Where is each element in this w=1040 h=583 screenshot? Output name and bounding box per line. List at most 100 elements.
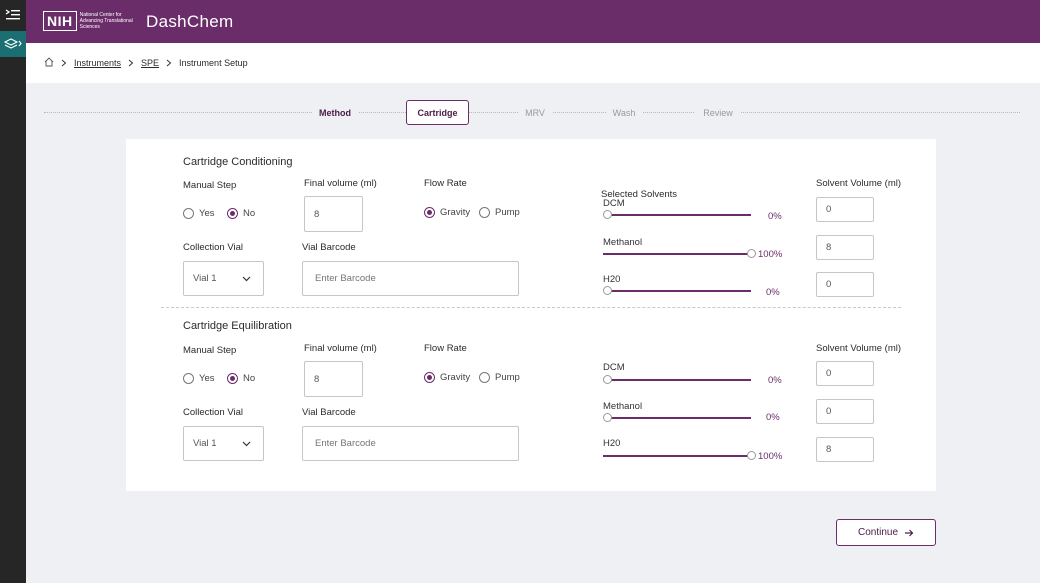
- top-bar: NIH National Center for Advancing Transl…: [26, 0, 1040, 43]
- breadcrumb-current: Instrument Setup: [179, 58, 248, 68]
- h20-volume-input[interactable]: [816, 437, 874, 462]
- final-volume-input[interactable]: [304, 361, 363, 397]
- app-title: DashChem: [146, 12, 234, 31]
- manual-step-yes-radio[interactable]: Yes: [183, 208, 215, 219]
- setup-stepper: Method Cartridge MRV Wash Review: [44, 100, 1020, 125]
- chevron-right-icon: [166, 59, 172, 67]
- breadcrumb: Instruments SPE Instrument Setup: [26, 43, 1040, 83]
- solvent-name: Methanol: [603, 401, 643, 412]
- solvent-name: H20: [603, 274, 621, 285]
- solvent-slider-track: [607, 214, 751, 216]
- manual-step-label: Manual Step: [183, 180, 237, 191]
- collection-vial-select[interactable]: Vial 1: [183, 426, 264, 461]
- breadcrumb-instruments-link[interactable]: Instruments: [74, 58, 122, 68]
- vial-barcode-input[interactable]: [302, 261, 519, 296]
- solvent-slider-track: [603, 455, 751, 457]
- radio-checked-icon: [424, 372, 435, 383]
- radio-checked-icon: [424, 207, 435, 218]
- solvent-slider-track: [607, 290, 751, 292]
- radio-label: Yes: [199, 208, 215, 219]
- dcm-slider-thumb[interactable]: [603, 375, 612, 384]
- section-divider: [161, 307, 901, 308]
- manual-step-no-radio[interactable]: No: [227, 373, 255, 384]
- solvent-slider-track: [603, 253, 751, 255]
- methanol-slider-thumb[interactable]: [603, 413, 612, 422]
- solvent-name: DCM: [603, 198, 625, 209]
- layers-icon: [4, 38, 22, 49]
- radio-label: Gravity: [440, 372, 471, 383]
- manual-step-no-radio[interactable]: No: [227, 208, 255, 219]
- chevron-down-icon: [242, 441, 251, 446]
- menu-toggle-button[interactable]: [0, 2, 26, 28]
- chevron-right-icon: [128, 59, 134, 67]
- final-volume-input[interactable]: [304, 196, 363, 232]
- solvent-percent: 0%: [768, 211, 782, 222]
- radio-label: Pump: [495, 207, 520, 218]
- step-wash[interactable]: Wash: [606, 100, 642, 125]
- radio-checked-icon: [227, 373, 238, 384]
- solvent-name: H20: [603, 438, 621, 449]
- dcm-volume-input[interactable]: [816, 197, 874, 222]
- home-icon[interactable]: [44, 57, 54, 69]
- solvent-volume-label: Solvent Volume (ml): [816, 178, 902, 189]
- radio-label: No: [243, 208, 256, 219]
- instruments-nav-button[interactable]: [0, 31, 26, 57]
- conditioning-title: Cartridge Conditioning: [183, 156, 293, 168]
- vial-barcode-label: Vial Barcode: [302, 242, 356, 253]
- radio-label: Yes: [199, 373, 215, 384]
- solvent-percent: 0%: [768, 375, 782, 386]
- solvent-name: Methanol: [603, 237, 643, 248]
- logo-org-name: National Center for Advancing Translatio…: [79, 12, 133, 30]
- collection-vial-select[interactable]: Vial 1: [183, 261, 264, 296]
- manual-step-label: Manual Step: [183, 345, 237, 356]
- step-cartridge[interactable]: Cartridge: [406, 100, 469, 125]
- final-volume-label: Final volume (ml): [304, 343, 377, 354]
- radio-icon: [479, 372, 490, 383]
- left-rail: [0, 0, 26, 583]
- methanol-volume-input[interactable]: [816, 235, 874, 260]
- breadcrumb-spe-link[interactable]: SPE: [141, 58, 160, 68]
- solvent-volume-label: Solvent Volume (ml): [816, 343, 902, 354]
- radio-icon: [183, 208, 194, 219]
- solvent-slider-track: [607, 417, 751, 419]
- flow-rate-gravity-radio[interactable]: Gravity: [424, 372, 470, 383]
- methanol-slider-thumb[interactable]: [747, 249, 756, 258]
- flow-rate-pump-radio[interactable]: Pump: [479, 207, 520, 218]
- chevron-down-icon: [242, 276, 251, 281]
- flow-rate-label: Flow Rate: [424, 178, 467, 189]
- select-value: Vial 1: [193, 438, 217, 449]
- methanol-volume-input[interactable]: [816, 399, 874, 424]
- step-method[interactable]: Method: [312, 100, 358, 125]
- step-mrv[interactable]: MRV: [518, 100, 552, 125]
- arrow-right-icon: [904, 529, 914, 537]
- logo-mark: NIH: [43, 11, 77, 31]
- radio-label: No: [243, 373, 256, 384]
- step-review[interactable]: Review: [695, 100, 741, 125]
- solvent-percent: 100%: [758, 451, 783, 462]
- vial-barcode-label: Vial Barcode: [302, 407, 356, 418]
- h20-volume-input[interactable]: [816, 272, 874, 297]
- radio-checked-icon: [227, 208, 238, 219]
- chevron-right-icon: [61, 59, 67, 67]
- flow-rate-label: Flow Rate: [424, 343, 467, 354]
- radio-label: Pump: [495, 372, 520, 383]
- radio-icon: [183, 373, 194, 384]
- menu-icon: [5, 9, 20, 20]
- dcm-volume-input[interactable]: [816, 361, 874, 386]
- vial-barcode-input[interactable]: [302, 426, 519, 461]
- solvent-percent: 100%: [758, 249, 783, 260]
- flow-rate-pump-radio[interactable]: Pump: [479, 372, 520, 383]
- final-volume-label: Final volume (ml): [304, 178, 377, 189]
- solvent-percent: 0%: [766, 412, 780, 423]
- manual-step-yes-radio[interactable]: Yes: [183, 373, 215, 384]
- collection-vial-label: Collection Vial: [183, 407, 244, 418]
- selected-solvents-label: Selected Solvents: [601, 189, 678, 200]
- equilibration-title: Cartridge Equilibration: [183, 320, 292, 332]
- radio-label: Gravity: [440, 207, 471, 218]
- flow-rate-gravity-radio[interactable]: Gravity: [424, 207, 470, 218]
- continue-button[interactable]: Continue: [836, 519, 936, 546]
- solvent-name: DCM: [603, 362, 625, 373]
- h20-slider-thumb[interactable]: [603, 286, 612, 295]
- dcm-slider-thumb[interactable]: [603, 210, 612, 219]
- h20-slider-thumb[interactable]: [747, 451, 756, 460]
